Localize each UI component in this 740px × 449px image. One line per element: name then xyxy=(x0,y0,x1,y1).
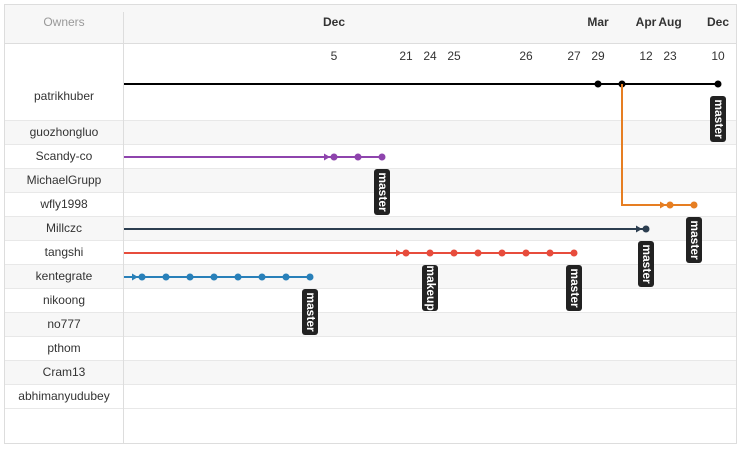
owner-name: tangshi xyxy=(45,245,84,259)
commit xyxy=(474,249,482,257)
branch-label: makeup xyxy=(422,265,438,311)
month-label: Dec xyxy=(707,15,729,29)
arrow-head xyxy=(660,201,666,209)
branch-tag-text: master xyxy=(304,292,318,332)
commit xyxy=(450,249,458,257)
commit xyxy=(378,153,386,161)
commit xyxy=(546,249,554,257)
branch-tag xyxy=(710,96,726,142)
owner-row xyxy=(5,265,736,289)
branch-tag xyxy=(638,241,654,287)
day-label: 5 xyxy=(331,49,338,63)
branch-tag xyxy=(374,169,390,215)
owner-row xyxy=(5,313,736,337)
branch-tag-text: master xyxy=(568,268,582,308)
arrow-head xyxy=(132,273,138,281)
owner-name: MichaelGrupp xyxy=(27,173,102,187)
branch-tag-text: master xyxy=(688,220,702,260)
branch-tag-text: master xyxy=(712,99,726,139)
month-label: Apr xyxy=(636,15,657,29)
owner-name: kentegrate xyxy=(36,269,93,283)
owner-row xyxy=(5,385,736,409)
day-label: 24 xyxy=(423,49,437,63)
header-bar xyxy=(5,5,736,43)
owner-row xyxy=(5,337,736,361)
commit xyxy=(354,153,362,161)
branch-label: master xyxy=(638,241,654,287)
day-label: 12 xyxy=(639,49,653,63)
branch-tag xyxy=(422,265,438,311)
commit xyxy=(570,249,578,257)
branch-tag xyxy=(566,265,582,311)
owner-name: nikoong xyxy=(43,293,85,307)
commit xyxy=(498,249,506,257)
owner-name: guozhongluo xyxy=(30,125,99,139)
day-label: 25 xyxy=(447,49,461,63)
commit xyxy=(594,80,602,88)
day-label: 29 xyxy=(591,49,605,63)
commit xyxy=(234,273,242,281)
arrow-head xyxy=(396,249,402,257)
day-label: 10 xyxy=(711,49,725,63)
owner-row xyxy=(5,193,736,217)
branch-tag-text: master xyxy=(640,244,654,284)
commit xyxy=(258,273,266,281)
owner-row xyxy=(5,169,736,193)
arrow-head xyxy=(636,225,642,233)
day-label: 21 xyxy=(399,49,413,63)
owner-row xyxy=(5,361,736,385)
day-label: 23 xyxy=(663,49,677,63)
owner-name: pthom xyxy=(47,341,80,355)
branch-tag-text: master xyxy=(376,172,390,212)
owner-row xyxy=(5,289,736,313)
commit xyxy=(690,201,698,209)
day-label: 27 xyxy=(567,49,581,63)
commit xyxy=(402,249,410,257)
arrow-head xyxy=(324,153,330,161)
owner-row xyxy=(5,121,736,145)
commit xyxy=(282,273,290,281)
owner-name: Scandy-co xyxy=(36,149,93,163)
branch-label: master xyxy=(686,217,702,263)
day-label: 26 xyxy=(519,49,533,63)
commit xyxy=(714,80,722,88)
commit xyxy=(186,273,194,281)
owner-row xyxy=(5,44,736,121)
owner-name: Cram13 xyxy=(43,365,86,379)
owners-header: Owners xyxy=(43,15,84,29)
branch-tag xyxy=(686,217,702,263)
commit xyxy=(330,153,338,161)
owner-name: patrikhuber xyxy=(34,89,94,103)
branch-label: master xyxy=(374,169,390,215)
branch-tag-text: makeup xyxy=(424,265,438,310)
commit xyxy=(666,201,674,209)
commit xyxy=(426,249,434,257)
branch-label: master xyxy=(566,265,582,311)
branch-tag xyxy=(302,289,318,335)
owner-name: Millczc xyxy=(46,221,82,235)
commit xyxy=(210,273,218,281)
owner-name: abhimanyudubey xyxy=(18,389,109,403)
commit xyxy=(306,273,314,281)
commit xyxy=(642,225,650,233)
owner-name: no777 xyxy=(47,317,81,331)
month-label: Aug xyxy=(658,15,681,29)
commit xyxy=(162,273,170,281)
commit xyxy=(522,249,530,257)
owner-name: wfly1998 xyxy=(39,197,88,211)
branch-label: master xyxy=(710,96,726,142)
month-label: Mar xyxy=(587,15,609,29)
branch-label: master xyxy=(302,289,318,335)
commit xyxy=(138,273,146,281)
month-label: Dec xyxy=(323,15,345,29)
